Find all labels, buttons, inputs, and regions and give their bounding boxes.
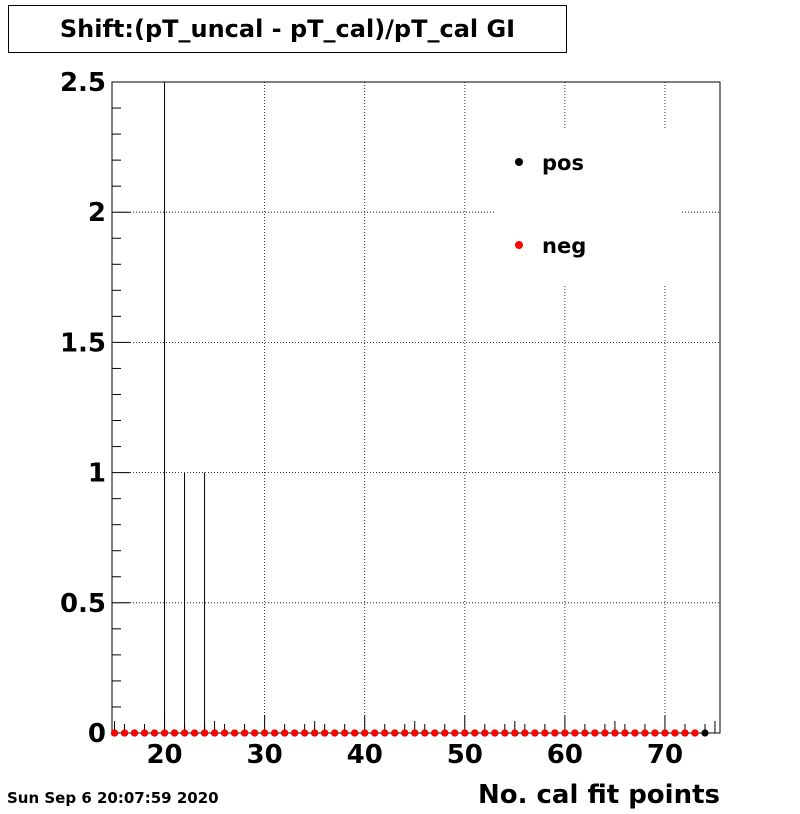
neg-point	[421, 729, 429, 737]
y-tick-label: 2	[88, 198, 106, 228]
neg-point	[120, 729, 129, 737]
neg-point	[241, 729, 249, 737]
neg-point	[371, 729, 379, 737]
neg-point	[441, 729, 449, 737]
neg-point	[190, 729, 199, 737]
neg-point	[661, 729, 669, 737]
neg-point	[681, 729, 689, 737]
legend-label-pos: pos	[542, 151, 584, 175]
x-tick-label: 60	[547, 740, 583, 770]
neg-point	[180, 729, 189, 737]
y-tick-label: 0.5	[60, 589, 106, 619]
neg-point	[351, 729, 359, 737]
neg-point	[571, 729, 579, 737]
neg-point	[170, 729, 179, 737]
footer-timestamp: Sun Sep 6 20:07:59 2020	[7, 789, 219, 807]
neg-point	[301, 729, 309, 737]
neg-point	[491, 729, 499, 737]
neg-point	[501, 729, 509, 737]
legend-label-neg: neg	[542, 234, 586, 258]
error-bars	[164, 82, 206, 733]
neg-point	[200, 729, 209, 737]
tick-labels: 0 0.5 1 1.5 2 2.5 20 30 40 50 60 70	[60, 68, 683, 770]
neg-point	[631, 729, 639, 737]
neg-point	[291, 729, 299, 737]
legend-marker-pos	[515, 158, 523, 166]
neg-point	[311, 729, 319, 737]
neg-point	[511, 729, 519, 737]
x-tick-label: 40	[347, 740, 383, 770]
neg-point	[220, 729, 229, 737]
neg-point	[210, 729, 219, 737]
chart-title: Shift:(pT_uncal - pT_cal)/pT_cal GI	[8, 5, 567, 53]
x-tick-label: 70	[647, 740, 683, 770]
neg-point	[251, 729, 259, 737]
neg-point	[140, 729, 149, 737]
neg-point	[601, 729, 609, 737]
neg-point	[591, 729, 599, 737]
x-tick-label: 20	[146, 740, 182, 770]
neg-point	[431, 729, 439, 737]
neg-point	[381, 729, 389, 737]
neg-point	[331, 729, 339, 737]
pos-point	[701, 729, 709, 737]
y-tick-label: 0	[88, 719, 106, 749]
neg-point	[391, 729, 399, 737]
neg-point	[551, 729, 559, 737]
legend: pos neg	[496, 128, 680, 284]
neg-point	[651, 729, 659, 737]
neg-point	[521, 729, 529, 737]
neg-point	[561, 729, 569, 737]
neg-point	[641, 729, 649, 737]
neg-point	[531, 729, 539, 737]
neg-point	[541, 729, 549, 737]
neg-point	[451, 729, 459, 737]
neg-point	[461, 729, 469, 737]
y-tick-label: 2.5	[60, 68, 106, 98]
neg-point	[621, 729, 629, 737]
neg-point	[481, 729, 489, 737]
neg-point	[130, 729, 139, 737]
neg-point	[341, 729, 349, 737]
neg-point	[361, 729, 369, 737]
y-tick-label: 1.5	[60, 328, 106, 358]
legend-marker-neg	[515, 241, 523, 249]
neg-point	[401, 729, 409, 737]
neg-point	[611, 729, 619, 737]
neg-point	[150, 729, 159, 737]
neg-point	[261, 729, 269, 737]
neg-point	[471, 729, 479, 737]
x-tick-label: 30	[247, 740, 283, 770]
neg-point	[671, 729, 679, 737]
neg-point	[411, 729, 419, 737]
neg-point	[691, 729, 699, 737]
neg-point	[160, 729, 169, 737]
neg-point	[321, 729, 329, 737]
y-tick-label: 1	[88, 459, 106, 489]
neg-point	[110, 729, 119, 737]
x-tick-label: 50	[447, 740, 483, 770]
data-points	[110, 729, 709, 737]
neg-point	[581, 729, 589, 737]
legend-box	[496, 128, 680, 284]
x-axis-label: No. cal fit points	[477, 780, 720, 810]
neg-point	[271, 729, 279, 737]
neg-point	[281, 729, 289, 737]
neg-point	[231, 729, 239, 737]
